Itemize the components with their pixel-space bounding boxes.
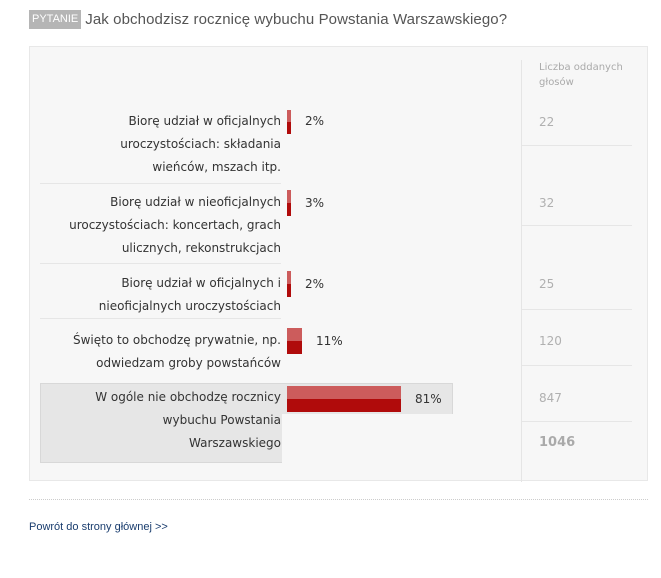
result-bar bbox=[287, 190, 291, 216]
result-bar bbox=[287, 110, 291, 134]
vote-count: 847 bbox=[539, 391, 562, 405]
back-to-home-link[interactable]: Powrót do strony głównej >> bbox=[29, 521, 168, 533]
result-bar bbox=[287, 271, 291, 297]
votes-header-line: Liczba oddanych bbox=[539, 62, 623, 73]
column-divider bbox=[521, 60, 522, 482]
votes-column-header: Liczba oddanych głosów bbox=[539, 60, 639, 90]
answer-label: Biorę udział w oficjalnych uroczystościa… bbox=[120, 114, 281, 174]
vote-count: 22 bbox=[539, 115, 555, 129]
votes-header-line: głosów bbox=[539, 77, 574, 88]
percent-label: 2% bbox=[305, 277, 325, 291]
percent-label: 81% bbox=[415, 392, 442, 406]
question-badge: PYTANIE bbox=[29, 9, 82, 29]
question-title: Jak obchodzisz rocznicę wybuchu Powstani… bbox=[85, 10, 508, 28]
percent-label: 3% bbox=[305, 196, 325, 210]
vote-count: 120 bbox=[539, 334, 562, 348]
dotted-divider bbox=[29, 499, 648, 500]
answer-label: W ogóle nie obchodzę rocznicy wybuchu Po… bbox=[95, 390, 281, 450]
percent-label: 11% bbox=[316, 334, 343, 348]
total-separator bbox=[522, 421, 632, 422]
answer-label: Święto to obchodzę prywatnie, np. odwied… bbox=[72, 333, 281, 370]
answer-label: Biorę udział w oficjalnych i nieoficjaln… bbox=[98, 276, 281, 313]
vote-count: 25 bbox=[539, 277, 555, 291]
result-bar bbox=[287, 328, 302, 354]
vote-count: 32 bbox=[539, 196, 555, 210]
highlight-cut bbox=[282, 414, 454, 464]
total-votes: 1046 bbox=[539, 435, 576, 450]
result-bar bbox=[287, 386, 401, 412]
question-header: PYTANIE Jak obchodzisz rocznicę wybuchu … bbox=[29, 8, 507, 30]
answer-label: Biorę udział w nieoficjalnych uroczystoś… bbox=[69, 195, 281, 255]
percent-label: 2% bbox=[305, 114, 325, 128]
